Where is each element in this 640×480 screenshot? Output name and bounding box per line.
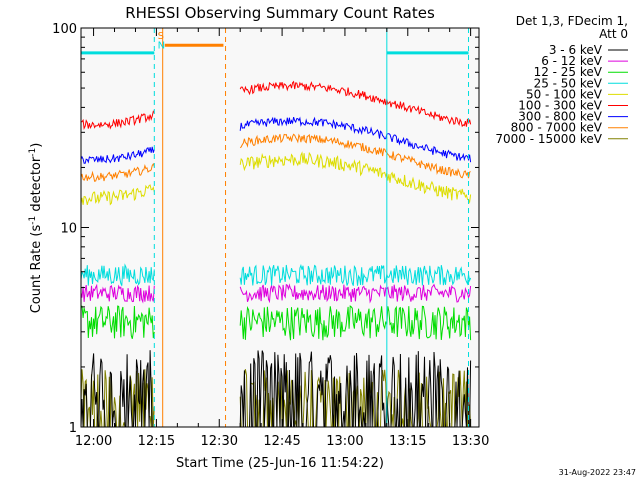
flag-letter: S: [158, 31, 164, 42]
series-line: [80, 162, 155, 182]
legend-header-2: Att 0: [599, 27, 628, 41]
series-line: [80, 283, 155, 304]
series-line: [81, 110, 155, 131]
x-tick-label: 13:15: [389, 434, 426, 449]
axis-layer: 12:00 12:15 12:30 12:45 13:00 13:15 13:30 1 10 10…: [52, 22, 489, 449]
legend-label: 25 - 50 keV: [534, 76, 603, 90]
series-line: [239, 305, 472, 341]
series-line: [239, 116, 472, 163]
series-line: [239, 133, 471, 179]
x-tick-label: 13:30: [452, 434, 489, 449]
legend-label: 6 - 12 keV: [541, 54, 603, 68]
legend-label: 7000 - 15000 keV: [495, 132, 602, 146]
x-axis-label: Start Time (25-Jun-16 11:54:22): [176, 456, 384, 471]
x-tick-label: 13:00: [326, 434, 363, 449]
y-tick-label: 10: [60, 222, 77, 237]
plot-background: [81, 28, 479, 427]
x-tick-label: 12:00: [75, 434, 112, 449]
series-line: [239, 263, 472, 286]
chart-title: RHESSI Observing Summary Count Rates: [125, 4, 435, 22]
series-line: [80, 184, 155, 206]
legend-label: 3 - 6 keV: [549, 43, 603, 57]
series-line: [239, 283, 472, 304]
x-tick-label: 12:30: [201, 434, 238, 449]
marker-layer: SN: [81, 28, 470, 427]
legend-label: 300 - 800 keV: [518, 110, 602, 124]
x-tick-label: 12:15: [138, 434, 175, 449]
legend-header-1: Det 1,3, FDecim 1,: [516, 14, 628, 28]
legend-label: 50 - 100 keV: [526, 87, 603, 101]
series-line: [239, 80, 472, 128]
legend-label: 100 - 300 keV: [518, 99, 602, 113]
series-line: [80, 146, 155, 164]
series-line: [80, 305, 155, 339]
y-tick-label: 1: [69, 421, 77, 436]
y-tick-label: 100: [52, 22, 77, 37]
legend-label: 800 - 7000 keV: [511, 121, 603, 135]
flag-letter: N: [158, 40, 165, 51]
y-axis-label: Count Rate (s-1 detector-1): [28, 143, 44, 314]
timestamp: 31-Aug-2022 23:47: [559, 468, 636, 477]
series-layer: [80, 80, 472, 428]
legend-label: 12 - 25 keV: [534, 65, 603, 79]
series-line: [80, 263, 155, 286]
series-line: [239, 151, 472, 204]
x-tick-label: 12:45: [263, 434, 300, 449]
